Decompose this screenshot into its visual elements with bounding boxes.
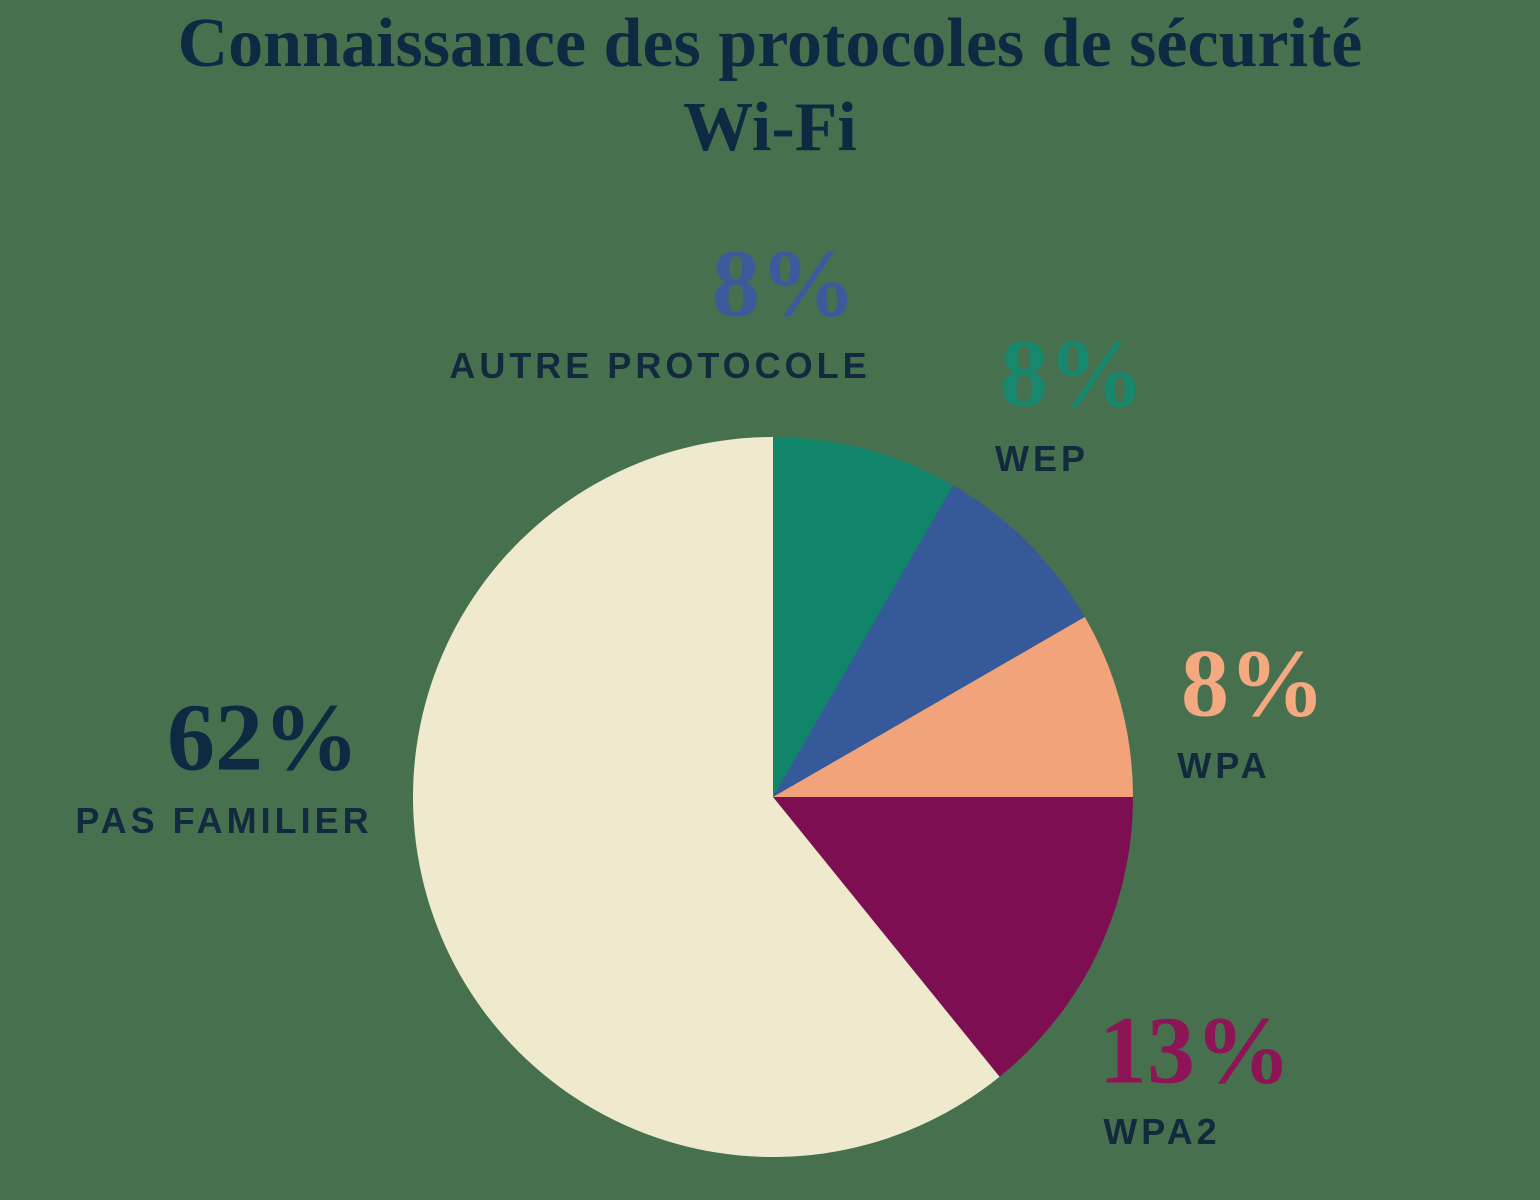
percent-autre-protocole: 8% bbox=[712, 229, 856, 337]
label-wpa2: WPA2 bbox=[1103, 1111, 1221, 1152]
label-autre-protocole: AUTRE PROTOCOLE bbox=[449, 345, 871, 386]
chart-title-line1: Connaissance des protocoles de sécurité bbox=[177, 5, 1363, 82]
label-pas-familier: PAS FAMILIER bbox=[75, 800, 373, 841]
pie-slice-wpa2 bbox=[773, 797, 1133, 1077]
percent-pas-familier: 62% bbox=[167, 683, 359, 791]
chart-title-line2: Wi-Fi bbox=[683, 89, 857, 166]
pie-chart bbox=[413, 437, 1133, 1157]
label-wpa: WPA bbox=[1177, 745, 1271, 786]
label-wep: WEP bbox=[994, 438, 1090, 479]
percent-wep: 8% bbox=[1000, 319, 1144, 427]
pie-chart-svg bbox=[413, 437, 1133, 1157]
pie-slice-wep bbox=[773, 437, 953, 797]
pie-slice-autre-protocole bbox=[773, 485, 1085, 797]
chart-title: Connaissance des protocoles de sécurité … bbox=[0, 2, 1540, 170]
pie-slice-pas-familier bbox=[413, 437, 1000, 1157]
pie-slice-wpa bbox=[773, 617, 1133, 797]
percent-wpa: 8% bbox=[1181, 629, 1325, 737]
percent-wpa2: 13% bbox=[1099, 996, 1291, 1104]
